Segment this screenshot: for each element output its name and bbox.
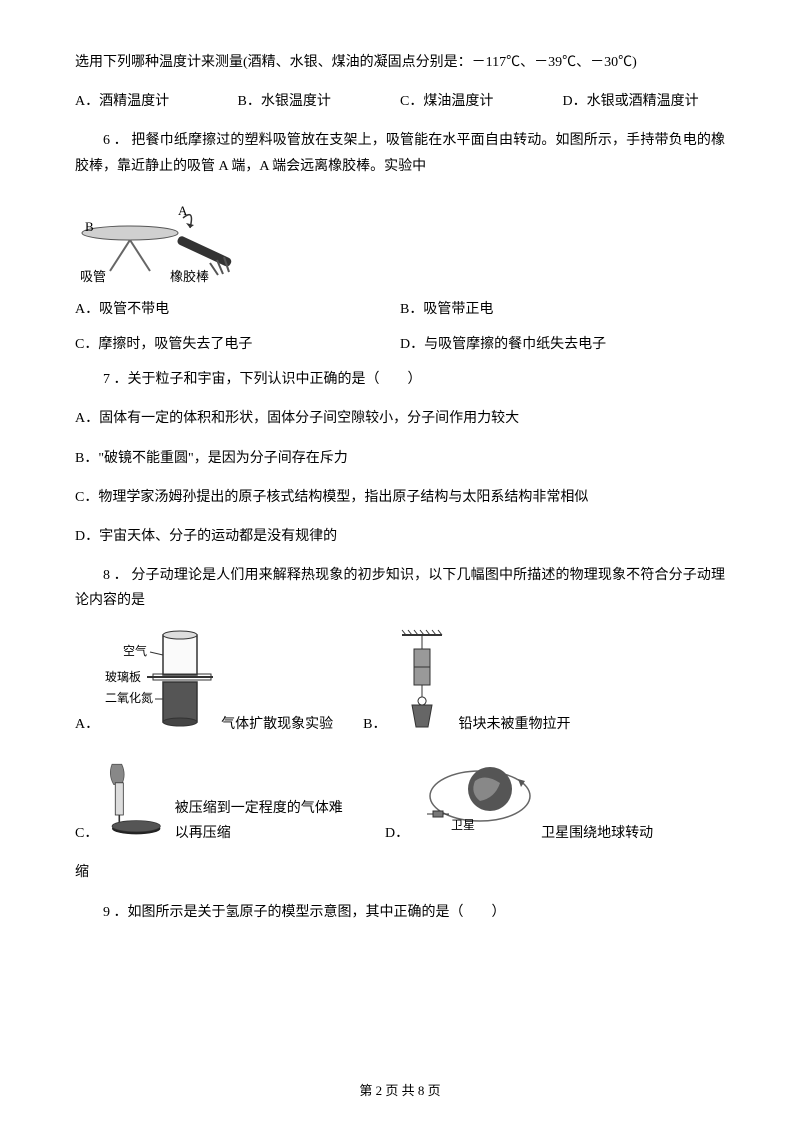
q5-options: A．酒精温度计 B．水银温度计 C．煤油温度计 D．水银或酒精温度计 [75, 89, 725, 114]
q8-label-c: C． [75, 821, 98, 846]
q8d-sat: 卫星 [451, 818, 475, 832]
q7-opt-d: D．宇宙天体、分子的运动都是没有规律的 [75, 524, 725, 549]
q8-row-ab: A． 空气 玻璃板 二氧化氮 气体扩散现象实验 B． [75, 627, 725, 737]
q8-label-d: D． [385, 821, 409, 846]
q8-row-cd: C． 被压缩到一定程度的气体难以再压缩 D． 卫星 [75, 751, 725, 846]
q8-caption-c: 被压缩到一定程度的气体难以再压缩 [175, 796, 355, 846]
q8-stem: 8 ． 分子动理论是人们用来解释热现象的初步知识，以下几幅图中所描述的物理现象不… [75, 563, 725, 613]
q5-stem: 选用下列哪种温度计来测量(酒精、水银、煤油的凝固点分别是：－117℃、－39℃、… [75, 50, 725, 75]
q8-caption-a: 气体扩散现象实验 [221, 712, 333, 737]
q8-caption-d: 卫星围绕地球转动 [541, 821, 653, 846]
q6-opt-d: D．与吸管摩擦的餐巾纸失去电子 [400, 332, 725, 357]
q5-opt-c: C．煤油温度计 [400, 89, 563, 114]
q7-opt-a: A．固体有一定的体积和形状，固体分子间空隙较小，分子间作用力较大 [75, 406, 725, 431]
q6-opt-a: A．吸管不带电 [75, 297, 400, 322]
q7-stem: 7 ．关于粒子和宇宙，下列认识中正确的是（ ） [75, 367, 725, 392]
q8-fig-d: D． 卫星 卫星围绕地球转动 [385, 751, 653, 846]
q8-caption-b: 铅块未被重物拉开 [458, 712, 570, 737]
q6-row1: A．吸管不带电 B．吸管带正电 [75, 297, 725, 322]
page-footer: 第 2 页 共 8 页 [0, 1079, 800, 1102]
q8-fig-b: B． 铅块未被重物拉开 [363, 627, 570, 737]
q5-opt-d: D．水银或酒精温度计 [563, 89, 726, 114]
q8a-no2: 二氧化氮 [105, 690, 153, 705]
q6-straw-label: 吸管 [80, 269, 106, 283]
q6-row2: C．摩擦时，吸管失去了电子 D．与吸管摩擦的餐巾纸失去电子 [75, 332, 725, 357]
q8-suffix: 缩 [75, 860, 725, 885]
q7-opt-c: C．物理学家汤姆孙提出的原子核式结构模型，指出原子结构与太阳系结构非常相似 [75, 485, 725, 510]
q6-label-a: A [178, 203, 188, 218]
q9-stem: 9 ．如图所示是关于氢原子的模型示意图，其中正确的是（ ） [75, 900, 725, 925]
q7-opt-b: B．"破镜不能重圆"，是因为分子间存在斥力 [75, 446, 725, 471]
q6-label-b: B [85, 219, 94, 234]
q8-fig-c: C． 被压缩到一定程度的气体难以再压缩 [75, 751, 355, 846]
q8-fig-a: A． 空气 玻璃板 二氧化氮 气体扩散现象实验 [75, 627, 333, 737]
q5-opt-b: B．水银温度计 [238, 89, 401, 114]
q8-label-b: B． [363, 712, 386, 737]
q6-rod-label: 橡胶棒 [170, 269, 209, 283]
q8a-glass: 玻璃板 [105, 670, 141, 684]
q6-opt-c: C．摩擦时，吸管失去了电子 [75, 332, 400, 357]
q8-label-a: A． [75, 712, 99, 737]
q6-figure: B A 吸管 橡胶棒 [75, 193, 725, 283]
q8a-air: 空气 [123, 643, 147, 658]
q5-opt-a: A．酒精温度计 [75, 89, 238, 114]
q6-opt-b: B．吸管带正电 [400, 297, 725, 322]
q6-stem: 6 ． 把餐巾纸摩擦过的塑料吸管放在支架上，吸管能在水平面自由转动。如图所示，手… [75, 128, 725, 178]
